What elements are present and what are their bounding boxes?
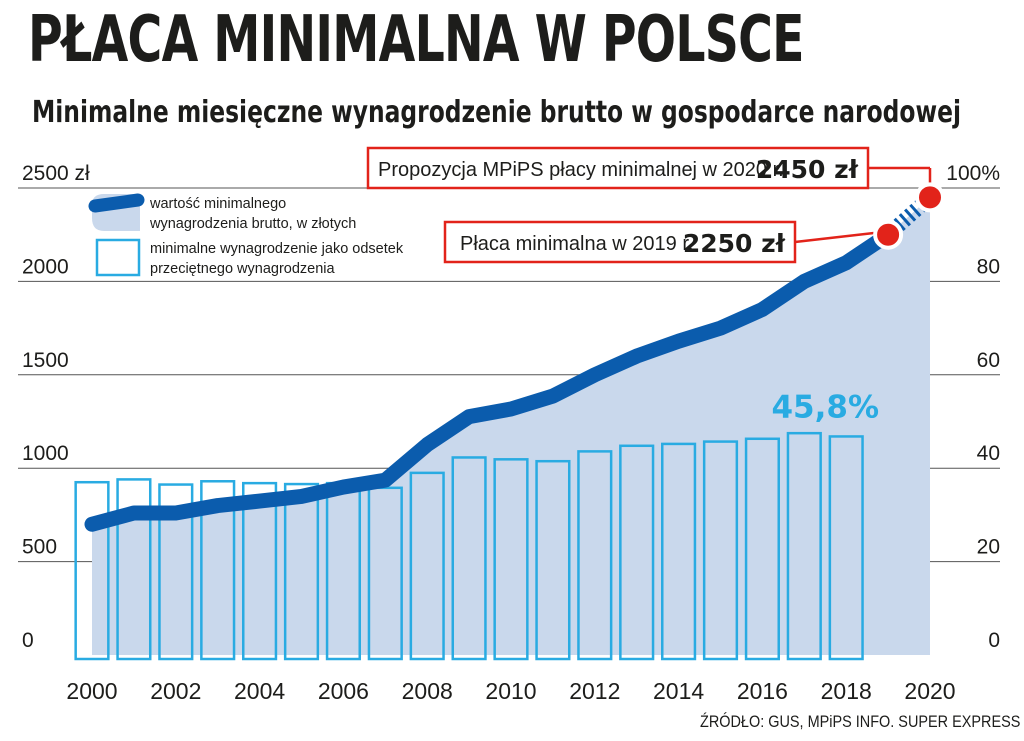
legend-swatch-line-stroke bbox=[88, 193, 145, 213]
callouts: Propozycja MPiPS płacy minimalnej w 2020… bbox=[366, 146, 932, 264]
chart-title: PŁACA MINIMALNA W POLSCE bbox=[28, 3, 804, 77]
bar-2009 bbox=[451, 456, 487, 661]
bar-2014 bbox=[661, 442, 697, 661]
bar-2008 bbox=[409, 471, 445, 661]
y-right-tick-1: 20 bbox=[977, 536, 1000, 559]
x-axis: 2000 2002 2004 2006 2008 2010 2012 2014 2016 2018… bbox=[66, 678, 955, 704]
y-right-tick-4: 80 bbox=[977, 255, 1000, 278]
y-right-tick-5: 100% bbox=[946, 162, 1000, 185]
bar-2012 bbox=[577, 450, 613, 661]
x-tick-2006: 2006 bbox=[318, 678, 369, 704]
bars-percentage bbox=[74, 431, 864, 661]
marker-2019 bbox=[873, 219, 904, 250]
bar-2018 bbox=[828, 435, 864, 661]
bar-2007 bbox=[367, 486, 403, 661]
callout-2019-leader bbox=[794, 231, 877, 244]
source-note: ŹRÓDŁO: GUS, MPiPS INFO. SUPER EXPRESS bbox=[700, 712, 1021, 731]
bar-2015 bbox=[702, 440, 739, 661]
callout-2020-box bbox=[366, 146, 870, 190]
x-tick-2000: 2000 bbox=[66, 678, 117, 704]
legend-item-2-line2: przeciętnego wynagrodzenia bbox=[150, 261, 336, 277]
bar-2003 bbox=[200, 480, 236, 661]
percentage-label: 45,8% bbox=[771, 390, 879, 426]
y-axis-left: 0 500 1000 1500 2000 2500 zł bbox=[22, 162, 90, 652]
legend-item-2-line1: minimalne wynagrodzenie jako odsetek bbox=[150, 241, 404, 257]
legend-item-1-line1: wartość minimalnego bbox=[149, 196, 286, 212]
y-left-tick-2: 1000 bbox=[22, 442, 69, 465]
area-fill-minimum-wage bbox=[92, 197, 930, 655]
legend: wartość minimalnego wynagrodzenia brutto… bbox=[88, 193, 404, 277]
bar-2002 bbox=[158, 483, 194, 661]
legend-swatch-bar bbox=[95, 238, 141, 277]
x-tick-2008: 2008 bbox=[402, 678, 453, 704]
x-tick-2004: 2004 bbox=[234, 678, 285, 704]
legend-item-1-line2: wynagrodzenia brutto, w złotych bbox=[149, 216, 356, 232]
bar-2001 bbox=[116, 478, 152, 661]
x-tick-2012: 2012 bbox=[569, 678, 620, 704]
callout-2020-text: Propozycja MPiPS płacy minimalnej w 2020… bbox=[378, 159, 784, 181]
line-minimum-wage bbox=[84, 227, 896, 532]
callout-2020: Propozycja MPiPS płacy minimalnej w 2020… bbox=[366, 146, 930, 190]
y-left-tick-5: 2500 zł bbox=[22, 162, 90, 185]
callout-2019-text: Płaca minimalna w 2019 r. bbox=[460, 233, 693, 255]
bar-2004 bbox=[242, 481, 278, 661]
x-tick-2002: 2002 bbox=[150, 678, 201, 704]
y-right-tick-3: 60 bbox=[977, 349, 1000, 372]
x-tick-2010: 2010 bbox=[485, 678, 536, 704]
y-left-tick-4: 2000 bbox=[22, 255, 69, 278]
chart-subtitle: Minimalne miesięczne wynagrodzenie brutt… bbox=[32, 95, 962, 130]
callout-2019-value: 2250 zł bbox=[683, 229, 786, 258]
y-right-tick-0: 0 bbox=[988, 629, 1000, 652]
x-tick-2016: 2016 bbox=[737, 678, 788, 704]
bar-2011 bbox=[535, 459, 571, 661]
bar-2017 bbox=[786, 431, 822, 661]
callout-2020-value: 2450 zł bbox=[756, 155, 859, 184]
bar-2010 bbox=[493, 458, 529, 661]
x-tick-2014: 2014 bbox=[653, 678, 704, 704]
callout-2019: Płaca minimalna w 2019 r. 2250 zł bbox=[443, 220, 877, 264]
bar-2000 bbox=[74, 480, 110, 661]
y-left-tick-1: 500 bbox=[22, 536, 57, 559]
y-axis-right: 0 20 40 60 80 100% bbox=[946, 162, 1000, 652]
markers bbox=[873, 182, 945, 250]
bar-2016 bbox=[744, 437, 780, 661]
y-left-tick-3: 1500 bbox=[22, 349, 69, 372]
callout-2019-box bbox=[443, 220, 797, 264]
x-tick-2018: 2018 bbox=[821, 678, 872, 704]
y-right-tick-2: 40 bbox=[977, 442, 1000, 465]
marker-2020 bbox=[915, 182, 945, 213]
bar-2005 bbox=[283, 482, 320, 661]
y-left-tick-0: 0 bbox=[22, 629, 34, 652]
x-tick-2020: 2020 bbox=[904, 678, 955, 704]
bar-2013 bbox=[619, 444, 655, 661]
